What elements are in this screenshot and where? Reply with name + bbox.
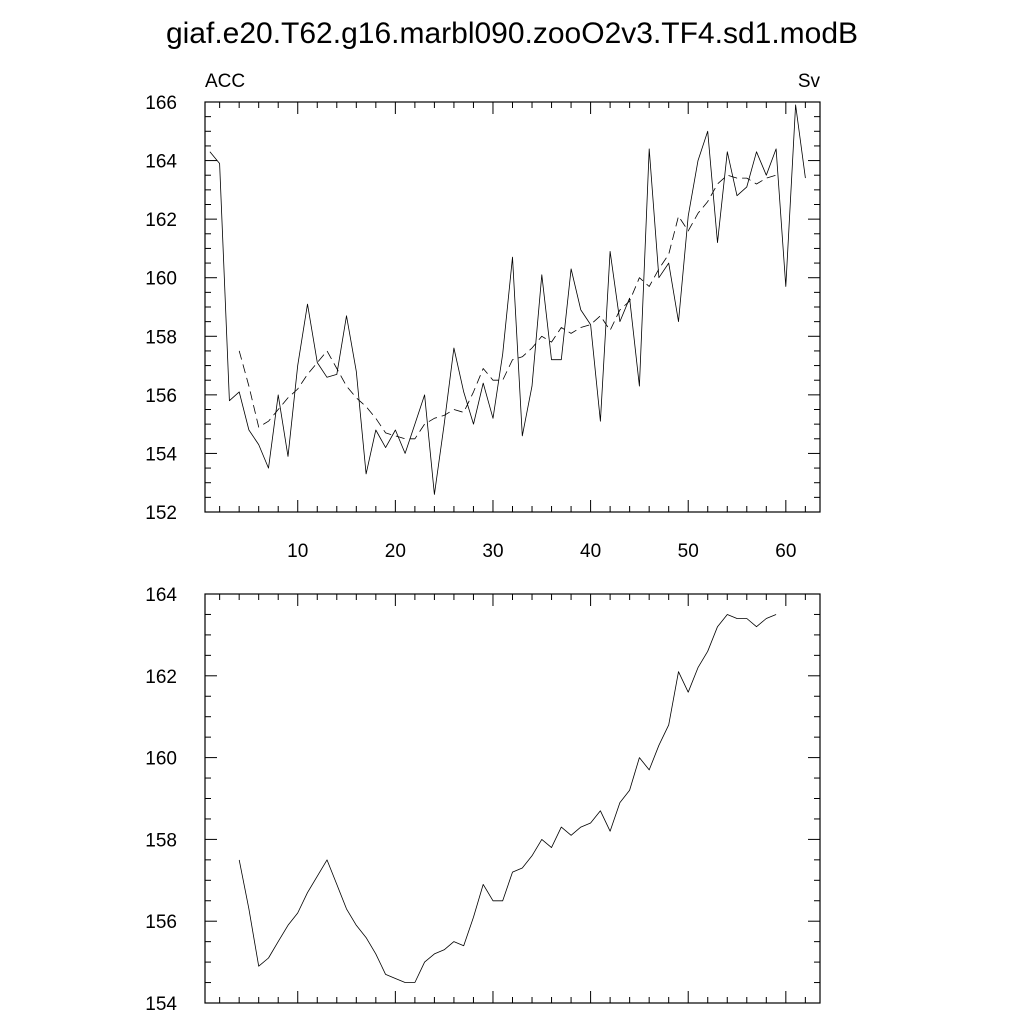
x-tick-label: 30 — [482, 541, 503, 562]
running-mean-line — [238, 174, 777, 440]
y-tick-label: 156 — [145, 386, 177, 407]
x-tick-label: 50 — [678, 541, 699, 562]
x-tick-label: 60 — [775, 541, 796, 562]
x-tick-label: 10 — [287, 541, 308, 562]
x-tick-label: 40 — [580, 541, 601, 562]
bottom-panel: 154 156 158 160 162 164 — [145, 585, 821, 1015]
top-panel: 152 154 156 158 160 162 164 166 10 20 30 40 50 60 — [145, 93, 821, 562]
y-tick-label: 154 — [145, 444, 177, 465]
figure-title: giaf.e20.T62.g16.marbl090.zooO2v3.TF4.sd… — [166, 17, 858, 50]
units-label: Sv — [798, 71, 821, 92]
y-tick-label: 152 — [145, 503, 177, 524]
y-tick-label: 158 — [145, 830, 177, 851]
y-tick-label: 154 — [145, 994, 177, 1015]
y-tick-label: 160 — [145, 269, 177, 290]
y-tick-label: 160 — [145, 749, 177, 770]
plot-frame — [204, 593, 821, 1004]
y-tick-label: 164 — [145, 585, 177, 606]
series-line — [238, 614, 777, 983]
series-line — [209, 104, 806, 495]
acc-label: ACC — [205, 71, 245, 92]
plot-frame — [204, 101, 821, 513]
y-tick-label: 162 — [145, 667, 177, 688]
y-tick-label: 166 — [145, 93, 177, 114]
y-tick-label: 164 — [145, 152, 177, 173]
x-tick-label: 20 — [385, 541, 406, 562]
y-tick-label: 156 — [145, 912, 177, 933]
y-tick-label: 158 — [145, 327, 177, 348]
y-tick-label: 162 — [145, 210, 177, 231]
